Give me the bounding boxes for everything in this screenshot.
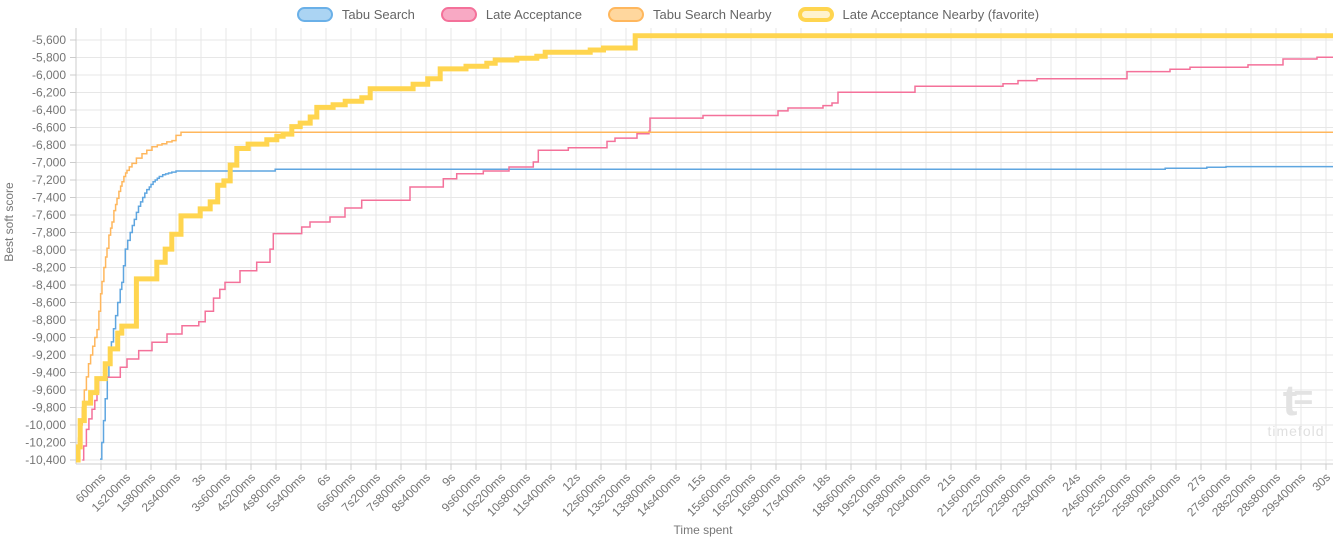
tabu-search-nearby-swatch-icon [608,7,645,22]
y-tick-label: -7,000 [32,156,66,170]
y-tick-label: -9,800 [32,401,66,415]
legend-label: Late Acceptance Nearby (favorite) [842,7,1040,22]
series-late-acceptance-nearby-favorite-[interactable] [76,33,1334,463]
y-tick-label: -10,400 [25,453,66,467]
y-tick-label: -7,800 [32,226,66,240]
late-acceptance-nearby-swatch-icon [797,7,834,22]
timefold-logo-text: timefold [1267,423,1325,439]
y-tick-label: -10,200 [25,436,66,450]
y-tick-label: -8,200 [32,261,66,275]
y-tick-label: -9,600 [32,383,66,397]
series-tabu-search-nearby[interactable] [77,131,1334,453]
x-tick-label: 9s [439,470,458,489]
y-tick-label: -6,000 [32,68,66,82]
late-acceptance-swatch-icon [440,7,477,22]
x-tick-label: 6s [314,470,333,489]
y-tick-label: -9,400 [32,366,66,380]
y-tick-label: -9,000 [32,331,66,345]
x-tick-label: 30s [1310,470,1334,494]
y-tick-label: -5,800 [32,51,66,65]
y-tick-label: -5,600 [32,33,66,47]
y-tick-label: -8,600 [32,296,66,310]
series-late-acceptance[interactable] [82,56,1334,461]
y-tick-label: -8,000 [32,243,66,257]
y-tick-label: -6,600 [32,121,66,135]
y-tick-label: -9,200 [32,348,66,362]
y-tick-label: -6,400 [32,103,66,117]
y-tick-label: -8,800 [32,313,66,327]
legend-item-late-acceptance[interactable]: Late Acceptance [440,7,583,22]
y-tick-label: -7,600 [32,208,66,222]
legend-item-tabu-search-nearby[interactable]: Tabu Search Nearby [608,7,772,22]
legend-item-tabu-search[interactable]: Tabu Search [296,7,415,22]
legend-label: Tabu Search [341,7,415,22]
x-axis-title: Time spent [673,523,733,537]
y-tick-label: -6,200 [32,86,66,100]
timefold-watermark: t= timefold [1258,376,1334,440]
series-tabu-search[interactable] [100,165,1334,460]
legend-item-late-acceptance-nearby[interactable]: Late Acceptance Nearby (favorite) [797,7,1040,22]
x-tick-label: 3s [189,470,208,489]
chart-legend: Tabu Search Late Acceptance Tabu Search … [0,7,1336,22]
y-axis-title: Best soft score [2,182,16,262]
y-tick-label: -10,000 [25,418,66,432]
y-tick-label: -6,800 [32,138,66,152]
y-tick-label: -7,200 [32,173,66,187]
timefold-logo-icon: t= [1282,376,1313,425]
y-tick-label: -8,400 [32,278,66,292]
legend-label: Late Acceptance [485,7,583,22]
legend-label: Tabu Search Nearby [653,7,772,22]
tabu-search-swatch-icon [296,7,333,22]
y-tick-label: -7,400 [32,191,66,205]
